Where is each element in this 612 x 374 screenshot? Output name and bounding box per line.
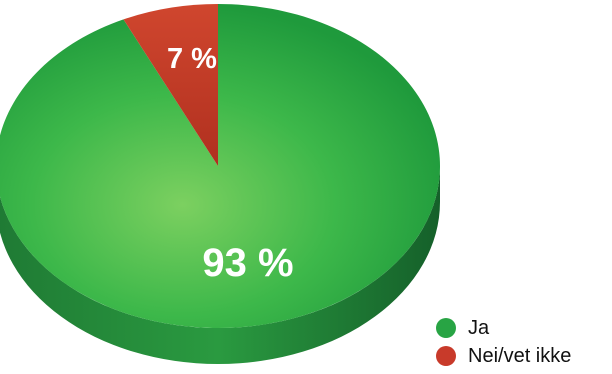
legend-swatch-ja [436, 318, 456, 338]
pie-slice-ja [0, 4, 440, 328]
pie-side-ja [0, 166, 440, 364]
pie-slice-nei-vet-ikke [123, 4, 218, 166]
legend-label-nei-vet-ikke: Nei/vet ikke [468, 344, 572, 367]
legend: Ja Nei/vet ikke [436, 314, 571, 370]
legend-swatch-nei-vet-ikke [436, 346, 456, 366]
legend-label-ja: Ja [468, 316, 490, 339]
legend-item-nei-vet-ikke: Nei/vet ikke [436, 342, 571, 370]
slice-label-nei-vet-ikke: 7 % [167, 43, 217, 75]
legend-item-ja: Ja [436, 314, 571, 342]
slice-label-ja: 93 % [202, 241, 293, 285]
